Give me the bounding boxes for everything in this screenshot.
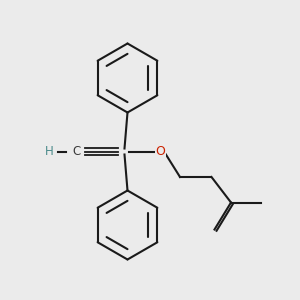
Text: O: O <box>156 145 165 158</box>
Text: C: C <box>72 145 81 158</box>
Text: H: H <box>45 145 54 158</box>
